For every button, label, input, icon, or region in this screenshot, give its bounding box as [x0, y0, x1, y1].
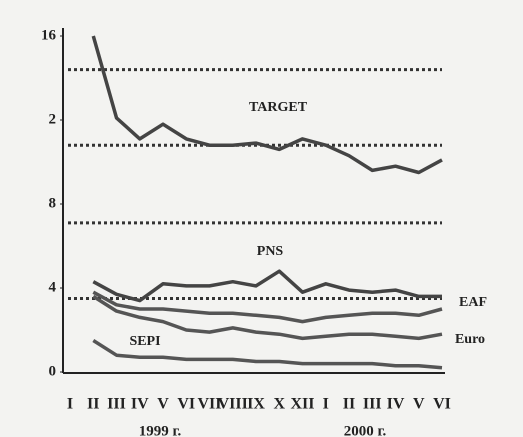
y-tick-label: 0 [49, 363, 57, 379]
y-tick-label: 8 [49, 195, 57, 211]
series-line [92, 290, 443, 324]
x-tick-label: IV [387, 396, 405, 413]
year-label: 1999 г. [139, 423, 182, 437]
x-tick-label: VI [177, 396, 195, 413]
series-line [92, 269, 442, 303]
series-label: SEPI [129, 334, 160, 349]
x-tick-label: II [343, 396, 355, 413]
x-tick-label: V [157, 396, 169, 413]
series-line [92, 294, 443, 341]
series-line [91, 35, 443, 175]
x-tick-label: III [107, 396, 126, 413]
x-tick-label: V [413, 396, 425, 413]
x-tick-label: II [87, 396, 99, 413]
series-line [92, 339, 443, 370]
series-label: EAF [459, 295, 487, 310]
series-label: PNS [257, 244, 284, 259]
y-tick-label: 4 [49, 279, 57, 295]
x-tick-label: XII [290, 396, 314, 413]
x-tick-label: I [323, 396, 329, 413]
x-tick-label: III [363, 396, 382, 413]
x-tick-label: VII [197, 396, 221, 413]
x-tick-label: VIII [218, 396, 248, 413]
x-tick-label: IV [131, 396, 149, 413]
x-tick-label: I [67, 396, 73, 413]
y-tick-label: 16 [41, 27, 57, 43]
x-tick-label: VI [433, 396, 451, 413]
y-tick-label: 2 [49, 111, 57, 127]
x-tick-label: X [273, 396, 285, 413]
series-label: TARGET [249, 100, 308, 115]
x-tick-label: IX [247, 396, 265, 413]
year-label: 2000 г. [344, 423, 387, 437]
series-label: Euro [455, 332, 485, 347]
